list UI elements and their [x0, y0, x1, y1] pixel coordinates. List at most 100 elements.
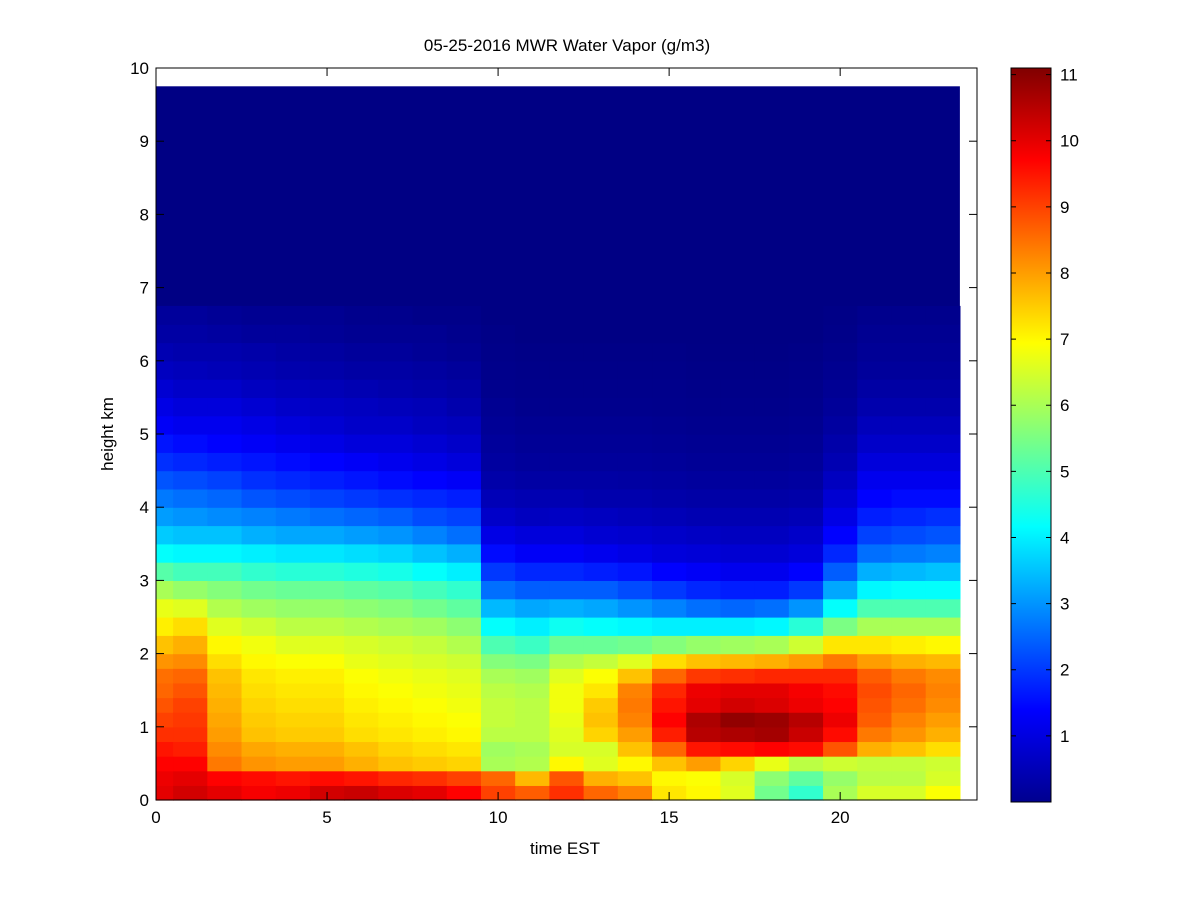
heatmap-cell	[241, 726, 277, 743]
heatmap-cell	[207, 397, 243, 417]
heatmap-cell	[686, 617, 722, 636]
heatmap-cell	[156, 415, 174, 435]
heatmap-cell	[686, 342, 722, 362]
heatmap-cell	[925, 305, 961, 325]
heatmap-cell	[412, 324, 448, 344]
heatmap-cell	[891, 452, 927, 472]
heatmap-cell	[617, 324, 653, 344]
heatmap-cell	[378, 580, 414, 600]
heatmap-cell	[207, 324, 243, 344]
heatmap-cell	[207, 360, 243, 380]
heatmap-cell	[617, 697, 653, 713]
heatmap-cell	[156, 562, 174, 581]
heatmap-cell	[515, 726, 550, 743]
heatmap-cell	[925, 770, 961, 786]
heatmap-cell	[480, 488, 516, 508]
heatmap-cell	[515, 507, 550, 527]
heatmap-cell	[275, 507, 311, 527]
heatmap-cell	[720, 635, 756, 655]
heatmap-cell	[480, 712, 516, 728]
heatmap-cell	[173, 543, 208, 563]
colorbar-tick-label: 8	[1060, 264, 1069, 283]
heatmap-cell	[652, 434, 687, 453]
heatmap-cell	[891, 397, 927, 417]
heatmap-cell	[891, 342, 927, 362]
heatmap-cell	[412, 543, 448, 563]
heatmap-cell	[344, 507, 379, 527]
heatmap-cell	[857, 756, 893, 772]
heatmap-cell	[788, 379, 824, 398]
heatmap-cell	[583, 360, 619, 380]
heatmap-cell	[412, 617, 448, 636]
heatmap-cell	[823, 635, 858, 655]
heatmap-cell	[617, 507, 653, 527]
heatmap-cell	[857, 525, 893, 545]
x-tick-label: 15	[660, 808, 679, 827]
heatmap-cell	[823, 507, 858, 527]
heatmap-cell	[583, 305, 619, 325]
heatmap-cell	[344, 726, 379, 743]
heatmap-cell	[925, 415, 961, 435]
heatmap-cell	[446, 785, 482, 801]
heatmap-cell	[156, 617, 174, 636]
heatmap-cell	[446, 598, 482, 618]
heatmap-cell	[788, 305, 824, 325]
heatmap-cell	[891, 668, 927, 684]
heatmap-cell	[891, 562, 927, 581]
heatmap-cell	[241, 668, 277, 684]
heatmap-cell	[207, 726, 243, 743]
heatmap-cell	[515, 324, 550, 344]
heatmap-cell	[173, 598, 208, 618]
heatmap-cell	[480, 653, 516, 669]
heatmap-cell	[617, 712, 653, 728]
heatmap-cell	[515, 697, 550, 713]
heatmap-cell	[446, 507, 482, 527]
heatmap-cell	[515, 635, 550, 655]
heatmap-cell	[344, 525, 379, 545]
heatmap-cell	[309, 525, 345, 545]
heatmap-cell	[617, 785, 653, 801]
heatmap-cell	[823, 397, 858, 417]
heatmap-cell	[617, 360, 653, 380]
heatmap-cell	[754, 507, 790, 527]
heatmap-cell	[652, 598, 687, 618]
heatmap-cell	[344, 452, 379, 472]
heatmap-cell	[583, 397, 619, 417]
colorbar-tick-label: 2	[1060, 661, 1069, 680]
heatmap-cell	[412, 397, 448, 417]
colorbar-tick-label: 9	[1060, 198, 1069, 217]
heatmap-cell	[788, 507, 824, 527]
heatmap-cell	[515, 598, 550, 618]
heatmap-cell	[549, 617, 585, 636]
heatmap-cell	[309, 697, 345, 713]
heatmap-cell	[344, 653, 379, 669]
y-tick-label: 8	[140, 205, 149, 224]
heatmap-cell	[156, 397, 174, 417]
heatmap-cell	[857, 452, 893, 472]
heatmap-cell	[480, 726, 516, 743]
heatmap-cell	[515, 305, 550, 325]
y-axis-label: height km	[98, 397, 117, 471]
heatmap-cell	[309, 635, 345, 655]
heatmap-cell	[857, 305, 893, 325]
heatmap-cell	[925, 342, 961, 362]
heatmap-cell	[891, 756, 927, 772]
heatmap-cell	[652, 543, 687, 563]
heatmap-cell	[857, 617, 893, 636]
heatmap-cell	[173, 470, 208, 490]
heatmap-cell	[275, 617, 311, 636]
heatmap-cell	[207, 712, 243, 728]
heatmap-cell	[156, 598, 174, 618]
heatmap-cell	[156, 741, 174, 757]
heatmap-cell	[156, 305, 174, 325]
heatmap-cell	[583, 617, 619, 636]
heatmap-cell	[241, 712, 277, 728]
heatmap-cell	[686, 507, 722, 527]
heatmap-cell	[207, 580, 243, 600]
heatmap-cell	[241, 770, 277, 786]
y-tick-label: 4	[140, 498, 149, 517]
heatmap-cell	[173, 342, 208, 362]
heatmap-cell	[891, 415, 927, 435]
heatmap-cell	[207, 507, 243, 527]
